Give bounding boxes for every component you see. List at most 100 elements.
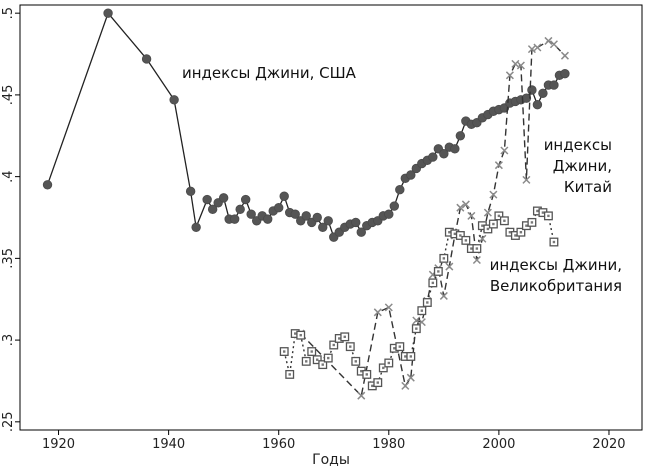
data-point	[384, 209, 394, 219]
data-point	[455, 131, 466, 141]
data-point	[428, 152, 438, 162]
data-point	[246, 209, 256, 219]
data-point	[290, 209, 300, 219]
data-point-core	[530, 221, 534, 224]
data-point-core	[503, 219, 506, 222]
data-point-core	[525, 224, 528, 227]
data-point	[439, 291, 448, 300]
data-point-core	[459, 234, 462, 237]
data-point	[240, 194, 251, 205]
x-tick-label: 1980	[372, 437, 405, 452]
data-point-core	[354, 360, 357, 363]
series-label-line: индексы Джини, США	[182, 64, 357, 82]
data-point-core	[431, 281, 435, 285]
data-point	[401, 381, 410, 390]
data-point-core	[475, 247, 479, 250]
data-point	[560, 68, 570, 79]
data-point-core	[365, 373, 368, 376]
y-tick-label: .5	[1, 7, 16, 19]
x-tick-label: 1920	[42, 437, 75, 452]
data-point-core	[387, 361, 390, 365]
data-point	[456, 203, 465, 212]
series-label-line: Джини,	[553, 157, 612, 175]
plot-frame	[19, 4, 643, 431]
data-point-core	[453, 232, 457, 236]
data-point	[351, 217, 361, 228]
data-point-core	[332, 343, 335, 347]
data-point	[406, 373, 415, 382]
y-tick-label: .45	[1, 85, 16, 106]
data-point	[472, 255, 481, 265]
series-layer	[42, 8, 570, 400]
data-point	[533, 43, 542, 52]
data-point-core	[360, 369, 363, 373]
data-point	[262, 214, 273, 224]
data-point	[185, 186, 196, 197]
data-point	[544, 36, 553, 45]
x-tick-label: 2000	[482, 437, 515, 452]
data-point-core	[404, 355, 407, 358]
data-point-core	[426, 301, 429, 304]
series-uk	[279, 206, 559, 391]
data-point-core	[547, 214, 550, 218]
data-point	[489, 190, 498, 199]
data-point-core	[519, 231, 523, 234]
data-point-core	[552, 240, 556, 244]
data-point	[42, 180, 53, 190]
data-point	[532, 100, 543, 110]
data-point-core	[437, 270, 440, 273]
data-point-core	[541, 211, 545, 214]
x-tick-label: 1960	[262, 437, 295, 452]
data-point-core	[321, 363, 324, 366]
data-point	[395, 185, 405, 195]
x-tick-label: 2020	[592, 437, 625, 452]
data-point	[202, 194, 212, 205]
data-point	[549, 40, 558, 49]
data-point-core	[299, 333, 302, 337]
data-point-core	[464, 239, 468, 242]
data-point-core	[283, 350, 286, 353]
series-label-line: Великобритания	[490, 277, 622, 295]
data-point	[450, 144, 460, 154]
data-point-core	[398, 345, 402, 348]
data-point	[445, 262, 454, 271]
data-point-core	[343, 335, 346, 339]
data-point	[461, 200, 470, 209]
data-point-core	[294, 332, 297, 335]
series-label-usa: индексы Джини, США	[182, 64, 357, 82]
data-point	[522, 175, 531, 184]
data-point	[412, 316, 421, 325]
data-point	[235, 204, 245, 215]
series-label-line: индексы Джини,	[490, 256, 622, 274]
data-point	[511, 59, 520, 68]
data-point	[549, 80, 559, 90]
y-tick-label: .35	[1, 248, 16, 269]
data-point-core	[481, 224, 484, 227]
data-point-core	[382, 366, 385, 370]
y-tick-label: .25	[1, 411, 16, 432]
data-point-core	[371, 384, 374, 388]
axes: 1920 1940 1960 1980 2000 2020 .25 .3 .35 .4 .45 .5	[1, 4, 643, 452]
data-point-core	[316, 358, 319, 361]
data-point	[323, 216, 333, 226]
data-point	[500, 146, 509, 155]
data-point	[527, 45, 536, 54]
data-point	[406, 170, 416, 180]
data-point-core	[514, 234, 517, 237]
x-axis-title: Годы	[312, 452, 350, 468]
data-point	[373, 308, 382, 317]
data-point	[516, 61, 525, 70]
data-point	[191, 222, 201, 233]
data-point-core	[376, 381, 379, 384]
data-point-core	[349, 345, 352, 348]
data-point-core	[288, 373, 291, 376]
data-point-core	[486, 227, 490, 231]
data-point	[494, 161, 503, 170]
data-point	[103, 8, 113, 18]
data-point	[141, 54, 152, 64]
data-point-core	[470, 247, 473, 250]
data-point	[467, 211, 476, 220]
series-label-uk: индексы Джини, Великобритания	[490, 256, 622, 295]
